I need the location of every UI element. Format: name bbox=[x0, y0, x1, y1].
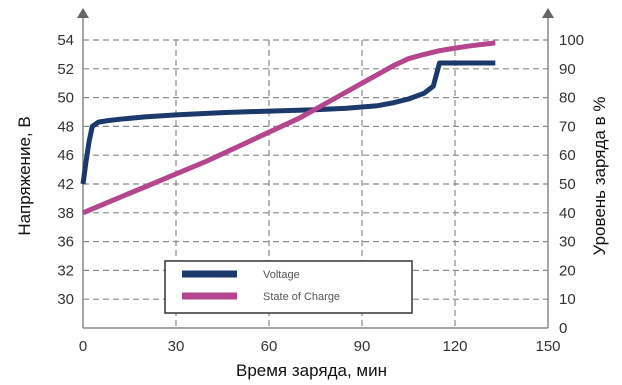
x-tick-label-30: 30 bbox=[168, 338, 185, 355]
series-lines bbox=[80, 40, 496, 216]
y-left-tick-label-42: 42 bbox=[57, 176, 74, 193]
y-right-tick-label-60: 60 bbox=[559, 147, 576, 164]
x-axis-title: Время заряда, мин bbox=[236, 361, 387, 380]
y-right-tick-label-80: 80 bbox=[559, 90, 576, 107]
x-tick-label-60: 60 bbox=[261, 338, 278, 355]
y-right-tick-label-100: 100 bbox=[559, 32, 584, 49]
y-axis-left-arrow bbox=[77, 8, 89, 18]
x-tick-label-0: 0 bbox=[79, 338, 87, 355]
y-left-tick-label-36: 36 bbox=[57, 234, 74, 251]
y-right-tick-label-50: 50 bbox=[559, 176, 576, 193]
x-tick-label-90: 90 bbox=[354, 338, 371, 355]
y-right-tick-label-20: 20 bbox=[559, 262, 576, 279]
y-left-tick-label-46: 46 bbox=[57, 147, 74, 164]
y-left-tick-label-54: 54 bbox=[57, 32, 74, 49]
y-left-tick-label-50: 50 bbox=[57, 90, 74, 107]
y-left-tick-label-38: 38 bbox=[57, 205, 74, 222]
series-line-state-of-charge bbox=[82, 40, 496, 216]
x-tick-label-150: 150 bbox=[535, 338, 560, 355]
x-tick-label-120: 120 bbox=[442, 338, 467, 355]
y-right-tick-label-90: 90 bbox=[559, 61, 576, 78]
series-line-voltage bbox=[80, 60, 496, 185]
y-left-tick-label-48: 48 bbox=[57, 118, 74, 135]
legend-label-voltage: Voltage bbox=[263, 269, 300, 281]
tick-labels: 0 30 60 90 120 150010203040506070809010030323… bbox=[57, 32, 584, 355]
y-right-tick-label-70: 70 bbox=[559, 118, 576, 135]
y-axis-right-arrow bbox=[542, 8, 554, 18]
y-right-tick-label-30: 30 bbox=[559, 234, 576, 251]
y-right-tick-label-40: 40 bbox=[559, 205, 576, 222]
y-left-tick-label-52: 52 bbox=[57, 61, 74, 78]
y-axis-left-title: Напряжение, В bbox=[15, 116, 34, 235]
y-right-tick-label-10: 10 bbox=[559, 291, 576, 308]
y-axis-right-title: Уровень заряда в % bbox=[590, 97, 609, 256]
y-right-tick-label-0: 0 bbox=[559, 320, 567, 337]
y-left-tick-label-30: 30 bbox=[57, 291, 74, 308]
legend: Voltage State of Charge bbox=[164, 260, 413, 314]
y-left-tick-label-32: 32 bbox=[57, 262, 74, 279]
legend-label-state-of-charge: State of Charge bbox=[263, 291, 340, 303]
legend-box bbox=[164, 260, 413, 314]
